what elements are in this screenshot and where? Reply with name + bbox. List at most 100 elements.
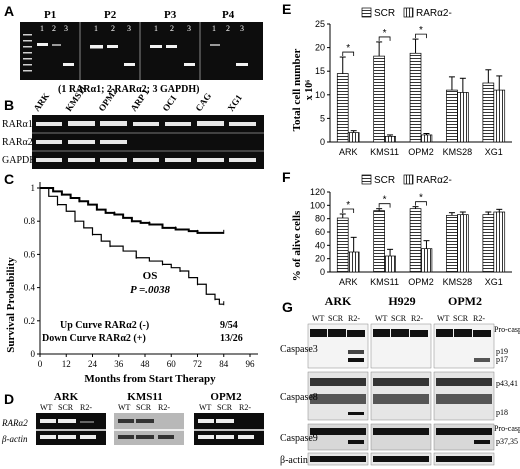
c-xtick-label: 48 — [141, 359, 151, 369]
g-group-label: ARK — [325, 294, 352, 308]
f-ytick-label: 20 — [315, 254, 325, 264]
panel-b: B ARK KMS11 OPM2 ARP 1 OCI CAG XG1 RARα1… — [2, 83, 264, 169]
g-row-label: Caspase8 — [280, 392, 318, 403]
e-legend-scr: SCR — [374, 8, 395, 19]
f-bar — [482, 214, 495, 273]
group-label-p1: P1 — [44, 9, 56, 21]
e-ylabel-1: Total cell number — [291, 49, 303, 132]
c-ytick-label: 0.6 — [24, 249, 36, 259]
lane-number: 2 — [52, 24, 56, 33]
d-row-label: β-actin — [1, 434, 28, 444]
f-legend-swatch-scr — [361, 174, 372, 185]
c-os-label: OS — [143, 270, 158, 282]
e-ytick-label: 25 — [315, 19, 325, 29]
panel-d-letter: D — [4, 391, 14, 407]
lane-number: 3 — [240, 24, 244, 33]
e-sig-star: * — [419, 25, 423, 36]
c-xtick-label: 0 — [38, 359, 43, 369]
f-ytick-label: 80 — [315, 214, 325, 224]
e-bar — [336, 73, 349, 143]
f-sig-bracket — [415, 201, 427, 206]
c-xtick-label: 96 — [246, 359, 256, 369]
e-category-label: KMS28 — [443, 147, 473, 157]
g-band-label: p18 — [496, 408, 508, 417]
panel-a: A P1 P2 P3 P4 1 2 3 1 2 — [4, 3, 263, 95]
g-band-label: p19 — [496, 347, 508, 356]
g-lane-label: WT — [437, 314, 450, 323]
group-label-p2: P2 — [104, 9, 117, 21]
f-ytick-label: 100 — [310, 200, 325, 210]
d-lane-label: R2- — [239, 403, 251, 412]
c-p-label: P =.0038 — [130, 284, 171, 296]
cell-line-label: XG1 — [225, 92, 244, 113]
f-sig-bracket — [378, 203, 391, 208]
row-label: RARα2 — [2, 137, 33, 148]
lane-number: 2 — [170, 24, 174, 33]
panel-g-letter: G — [282, 299, 293, 315]
f-ylabel: % of alive cells — [291, 210, 303, 281]
c-ytick-label: 0.8 — [24, 216, 36, 226]
f-legend-rar: RARα2- — [416, 175, 452, 186]
f-bar — [409, 208, 422, 273]
f-ytick-label: 40 — [315, 240, 325, 250]
e-bar — [420, 134, 433, 143]
e-ytick-label: 10 — [315, 90, 325, 100]
f-bar — [373, 210, 385, 273]
e-bar — [409, 52, 422, 143]
c-legend-down-count: 13/26 — [220, 333, 243, 344]
e-legend-rar: RARα2- — [416, 8, 452, 19]
e-bar — [373, 55, 385, 143]
e-ytick-label: 0 — [320, 137, 325, 147]
f-legend-swatch-rar — [403, 174, 414, 185]
f-bar — [457, 214, 469, 273]
f-ytick-label: 120 — [310, 187, 325, 197]
f-bar — [493, 211, 506, 273]
e-ylabel-2: x 10⁶ — [304, 80, 315, 101]
c-xtick-label: 24 — [88, 359, 98, 369]
e-sig-bracket — [378, 36, 391, 41]
c-xlabel: Months from Start Therapy — [84, 373, 216, 385]
e-ytick-label: 20 — [315, 43, 325, 53]
panel-d: D ARK KMS11 OPM2 WT SCR R2- WT SCR R2- W… — [1, 391, 264, 445]
d-lane-label: WT — [40, 403, 53, 412]
e-sig-bracket — [415, 33, 427, 39]
c-xtick-label: 36 — [114, 359, 124, 369]
panel-f: F % of alive cells SCR RARα2- 0 20 40 60 80 1… — [282, 169, 512, 287]
f-category-label: XG1 — [485, 277, 503, 287]
g-lane-label: R2- — [473, 314, 485, 323]
g-group-label: OPM2 — [448, 294, 482, 308]
d-group-label: OPM2 — [210, 391, 242, 403]
f-bar — [420, 248, 433, 273]
e-legend-swatch-rar — [403, 7, 414, 18]
c-ytick-label: 0.2 — [24, 316, 35, 326]
f-bar — [347, 251, 360, 273]
d-lane-label: R2- — [158, 403, 170, 412]
cell-line-label: OCI — [160, 93, 178, 113]
d-lane-label: R2- — [80, 403, 92, 412]
f-sig-star: * — [346, 200, 350, 211]
c-ytick-label: 0.4 — [24, 283, 36, 293]
c-xtick-label: 12 — [62, 359, 71, 369]
c-legend-down: Down Curve RARα2 (+) — [42, 333, 146, 344]
km-curve-up — [40, 187, 224, 234]
e-bar — [482, 82, 495, 143]
e-bar — [446, 89, 458, 143]
e-legend-swatch-scr — [361, 7, 372, 18]
f-category-label: KMS28 — [443, 277, 473, 287]
c-ytick-label: 0 — [31, 349, 36, 359]
g-blots — [307, 323, 495, 466]
e-sig-star: * — [383, 28, 387, 39]
panel-c: C Survival Probability 0 0.2 0.4 0.6 0.8 1 0 1… — [4, 171, 258, 385]
e-bar — [384, 135, 396, 143]
gel-a — [20, 22, 263, 80]
e-category-label: ARK — [339, 147, 358, 157]
e-bar — [457, 92, 469, 143]
e-category-label: OPM2 — [408, 147, 434, 157]
group-label-p3: P3 — [164, 9, 177, 21]
g-group-label: H929 — [388, 294, 415, 308]
g-row-label: β-actin — [280, 455, 308, 466]
g-band-label: p37,35 — [496, 437, 518, 446]
lane-number: 3 — [64, 24, 68, 33]
e-bar — [493, 89, 506, 143]
e-category-label: XG1 — [485, 147, 503, 157]
